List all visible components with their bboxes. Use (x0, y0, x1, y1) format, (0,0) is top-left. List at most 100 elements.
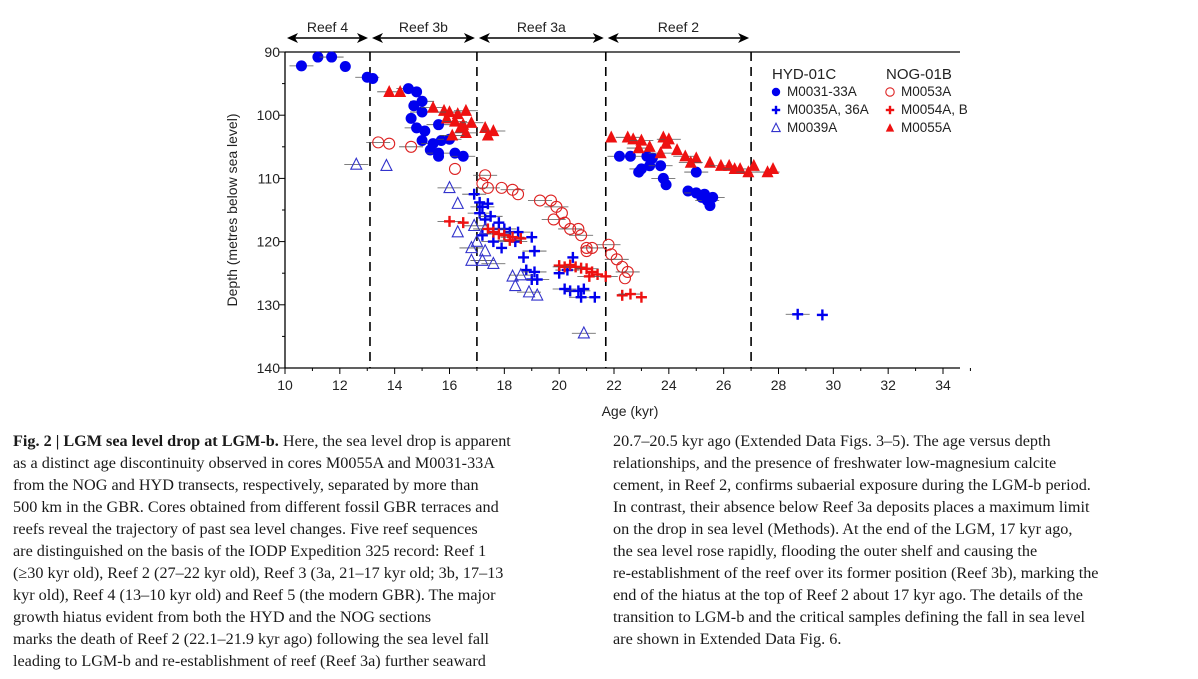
data-point (478, 243, 492, 257)
data-point (465, 253, 478, 266)
x-tick-label: 24 (661, 377, 677, 393)
reef-zone-label: Reef 3b (399, 19, 448, 35)
data-point (816, 309, 828, 321)
data-point (433, 119, 445, 131)
data-point (526, 231, 538, 243)
data-point (589, 291, 601, 303)
data-point (411, 86, 423, 98)
arrowhead-right-icon (592, 33, 604, 43)
series-m0054a-b (437, 215, 647, 303)
data-point (504, 234, 516, 246)
data-point (570, 261, 582, 273)
caption-line: (≥30 kyr old), Reef 2 (27–22 kyr old), R… (13, 562, 591, 584)
data-point (506, 268, 519, 282)
data-point (528, 245, 540, 257)
arrowhead-right-icon (463, 33, 475, 43)
caption-text: kyr old), Reef 4 (13–10 kyr old) and Ree… (13, 586, 496, 604)
legend-marker-icon (771, 87, 781, 97)
data-point (383, 84, 396, 97)
data-point (600, 270, 612, 282)
scatter-chart: Reef 4 Reef 3b Reef 3a Reef 2 10 12 14 16 18 20 2… (224, 19, 971, 419)
series-m0055a (377, 84, 780, 178)
arrowhead-left-icon (607, 33, 619, 43)
data-point (476, 229, 488, 241)
x-tick-label: 26 (716, 377, 732, 393)
data-point (448, 114, 461, 127)
arrowhead-left-icon (478, 33, 490, 43)
caption-line: from the NOG and HYD transects, respecti… (13, 474, 591, 496)
data-point (530, 287, 544, 301)
caption-line: cement, in Reef 2, confirms subaerial ex… (613, 476, 1091, 494)
data-point (690, 166, 702, 178)
data-point (616, 289, 628, 301)
data-point (618, 272, 632, 285)
data-point (444, 215, 455, 227)
arrowhead-left-icon (371, 33, 383, 43)
legend-entry-label: M0039A (787, 120, 837, 135)
data-point (578, 283, 590, 295)
x-tick-label: 34 (935, 377, 951, 393)
data-points (289, 51, 828, 339)
data-point (440, 111, 453, 124)
data-point (446, 128, 459, 141)
data-point (487, 236, 499, 248)
data-point (419, 125, 431, 137)
arrowhead-right-icon (738, 33, 750, 43)
data-point (792, 308, 804, 320)
series-m0031-33a (289, 51, 725, 212)
data-point (339, 61, 351, 73)
reef-zone-label: Reef 2 (658, 19, 699, 35)
data-point (508, 278, 522, 292)
legend-entry-label: M0054A, B (901, 102, 968, 117)
data-point (633, 166, 645, 178)
x-tick-label: 32 (880, 377, 896, 393)
data-point (468, 188, 480, 200)
y-tick-label: 140 (257, 360, 281, 376)
data-point (518, 251, 530, 263)
caption-text: leading to LGM-b and re-establishment of… (13, 652, 486, 670)
data-point (602, 238, 615, 251)
data-point (690, 151, 703, 164)
caption-text: (≥30 kyr old), Reef 2 (27–22 kyr old), R… (13, 564, 504, 582)
caption-line: transition to LGM-b and the critical sam… (613, 608, 1085, 626)
caption-text: from the NOG and HYD transects, respecti… (13, 476, 479, 494)
data-point (493, 228, 505, 240)
data-point (605, 130, 618, 143)
data-point (660, 179, 672, 191)
y-tick-label: 90 (264, 44, 280, 60)
data-point (467, 218, 481, 232)
data-point (405, 112, 417, 124)
reef-zone-annotations: Reef 4 Reef 3b Reef 3a Reef 2 (287, 19, 752, 368)
caption-line: 20.7–20.5 kyr ago (Extended Data Figs. 3… (613, 432, 1051, 450)
data-point (443, 180, 456, 194)
data-point (592, 268, 604, 280)
data-point (564, 259, 576, 271)
data-point (487, 124, 500, 137)
legend-marker-icon (885, 123, 895, 132)
caption-line: are distinguished on the basis of the IO… (13, 540, 591, 562)
data-point (496, 242, 508, 254)
data-point (416, 106, 428, 118)
data-point (624, 150, 636, 162)
data-point (383, 137, 396, 150)
reef-zone-label: Reef 4 (307, 19, 348, 35)
data-point (572, 222, 585, 236)
y-tick-label: 130 (257, 297, 281, 313)
data-point (312, 51, 324, 63)
reef-zone-label: Reef 3a (517, 19, 566, 35)
data-point (643, 139, 656, 152)
legend-marker-icon (885, 87, 895, 97)
data-point (486, 256, 500, 269)
x-tick-label: 28 (771, 377, 787, 393)
x-tick-label: 22 (606, 377, 622, 393)
data-point (684, 155, 697, 168)
data-point (408, 100, 420, 112)
data-point (514, 267, 528, 281)
data-point (367, 73, 379, 85)
legend-group-title: NOG-01B (886, 66, 952, 83)
data-point (326, 51, 338, 63)
caption-line: on the drop in sea level (Methods). At t… (613, 520, 1073, 538)
y-tick-label: 110 (258, 170, 281, 186)
caption-text: Here, the sea level drop is apparent (278, 432, 511, 450)
